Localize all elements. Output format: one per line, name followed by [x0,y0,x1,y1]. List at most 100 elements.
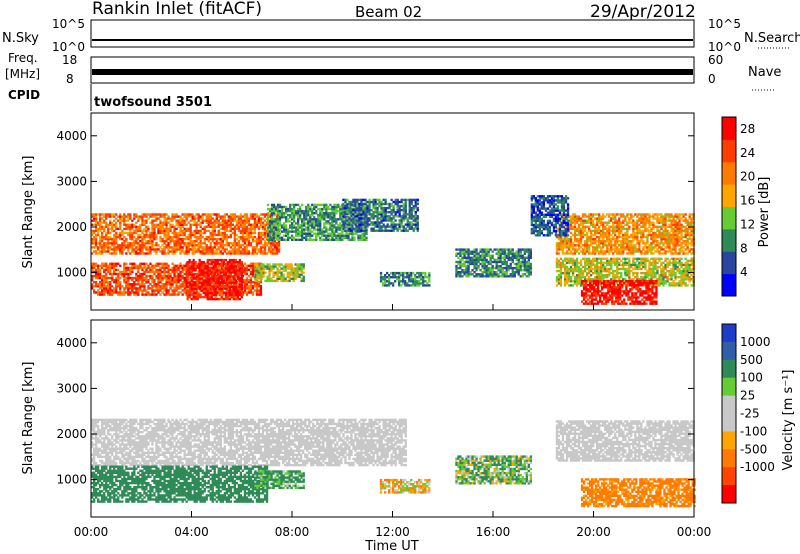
heatmap-cell [400,271,403,275]
heatmap-cell [219,231,222,235]
heatmap-cell [586,244,589,247]
heatmap-cell [255,248,259,251]
heatmap-cell [274,265,277,268]
heatmap-cell [190,275,193,278]
heatmap-cell [219,246,222,249]
heatmap-cell [214,267,217,270]
heatmap-cell [588,235,591,239]
heatmap-cell [169,242,172,245]
heatmap-cell [143,227,146,231]
heatmap-cell [183,219,186,222]
heatmap-cell [489,248,492,251]
heatmap-cell [218,289,221,293]
heatmap-cell [368,223,371,226]
heatmap-cell [301,228,304,231]
heatmap-cell [101,248,104,251]
heatmap-cell [339,236,342,239]
heatmap-cell [581,223,585,226]
heatmap-cell [163,283,166,286]
heatmap-cell [247,244,251,247]
heatmap-cell [339,238,342,241]
heatmap-cell [581,221,585,224]
heatmap-cell [586,237,589,241]
heatmap-cell [374,204,377,208]
heatmap-cell [298,263,301,266]
heatmap-cell [101,227,104,231]
heatmap-cell [519,266,522,270]
heatmap-cell [594,233,597,237]
heatmap-cell [270,216,274,219]
heatmap-cell [561,237,565,241]
heatmap-cell [579,231,583,235]
heatmap-cell [207,274,210,278]
heatmap-cell [272,234,276,237]
heatmap-cell [141,285,144,288]
heatmap-cell [497,260,500,264]
heatmap-cell [141,217,144,220]
heatmap-cell [219,233,222,237]
heatmap-cell [192,281,195,284]
heatmap-cell [325,209,328,213]
heatmap-cell [515,252,518,255]
heatmap-cell [163,276,166,280]
heatmap-cell [274,234,278,237]
heatmap-cell [398,274,401,277]
heatmap-cell [167,268,170,272]
heatmap-cell [225,213,228,216]
heatmap-cell [113,244,116,247]
heatmap-cell [230,293,233,297]
heatmap-cell [573,237,577,241]
heatmap-cell [159,272,162,276]
heatmap-cell [230,261,233,264]
heatmap-cell [292,277,295,280]
heatmap-cell [398,209,401,212]
heatmap-cell [222,258,225,262]
heatmap-cell [280,214,284,217]
heatmap-cell [479,250,482,253]
heatmap-cell [171,281,174,284]
heatmap-cell [398,206,401,210]
heatmap-cell [481,248,484,251]
heatmap-cell [390,276,393,279]
heatmap-cell [153,283,156,286]
heatmap-cell [311,218,314,221]
heatmap-cell [199,225,202,228]
heatmap-cell [161,264,164,267]
heatmap-cell [213,291,216,294]
heatmap-cell [193,223,196,226]
heatmap-cell [268,209,272,213]
heatmap-cell [378,202,381,206]
heatmap-cell [200,283,203,286]
heatmap-cell [370,229,373,232]
heatmap-cell [119,233,122,237]
heatmap-cell [266,218,270,221]
heatmap-cell [241,244,245,247]
heatmap-cell [298,265,301,268]
heatmap-cell [221,227,224,231]
heatmap-cell [305,236,308,239]
heatmap-cell [151,279,154,282]
heatmap-cell [251,250,255,253]
heatmap-cell [193,235,196,239]
heatmap-cell [201,227,204,231]
heatmap-cell [228,263,231,266]
heatmap-cell [257,289,261,292]
heatmap-cell [163,233,166,237]
heatmap-cell [101,262,104,265]
heatmap-cell [455,252,458,255]
heatmap-cell [501,269,504,272]
heatmap-cell [208,281,211,284]
heatmap-cell [319,203,322,207]
heatmap-cell [485,271,488,274]
heatmap-cell [107,215,110,218]
heatmap-cell [364,227,367,230]
heatmap-cell [107,291,110,294]
heatmap-cell [333,234,336,237]
heatmap-cell [575,227,579,231]
heatmap-cell [247,250,251,253]
heatmap-cell [127,279,130,282]
heatmap-cell [165,264,168,267]
heatmap-cell [101,264,104,267]
heatmap-cell [565,250,569,253]
heatmap-cell [243,266,247,270]
